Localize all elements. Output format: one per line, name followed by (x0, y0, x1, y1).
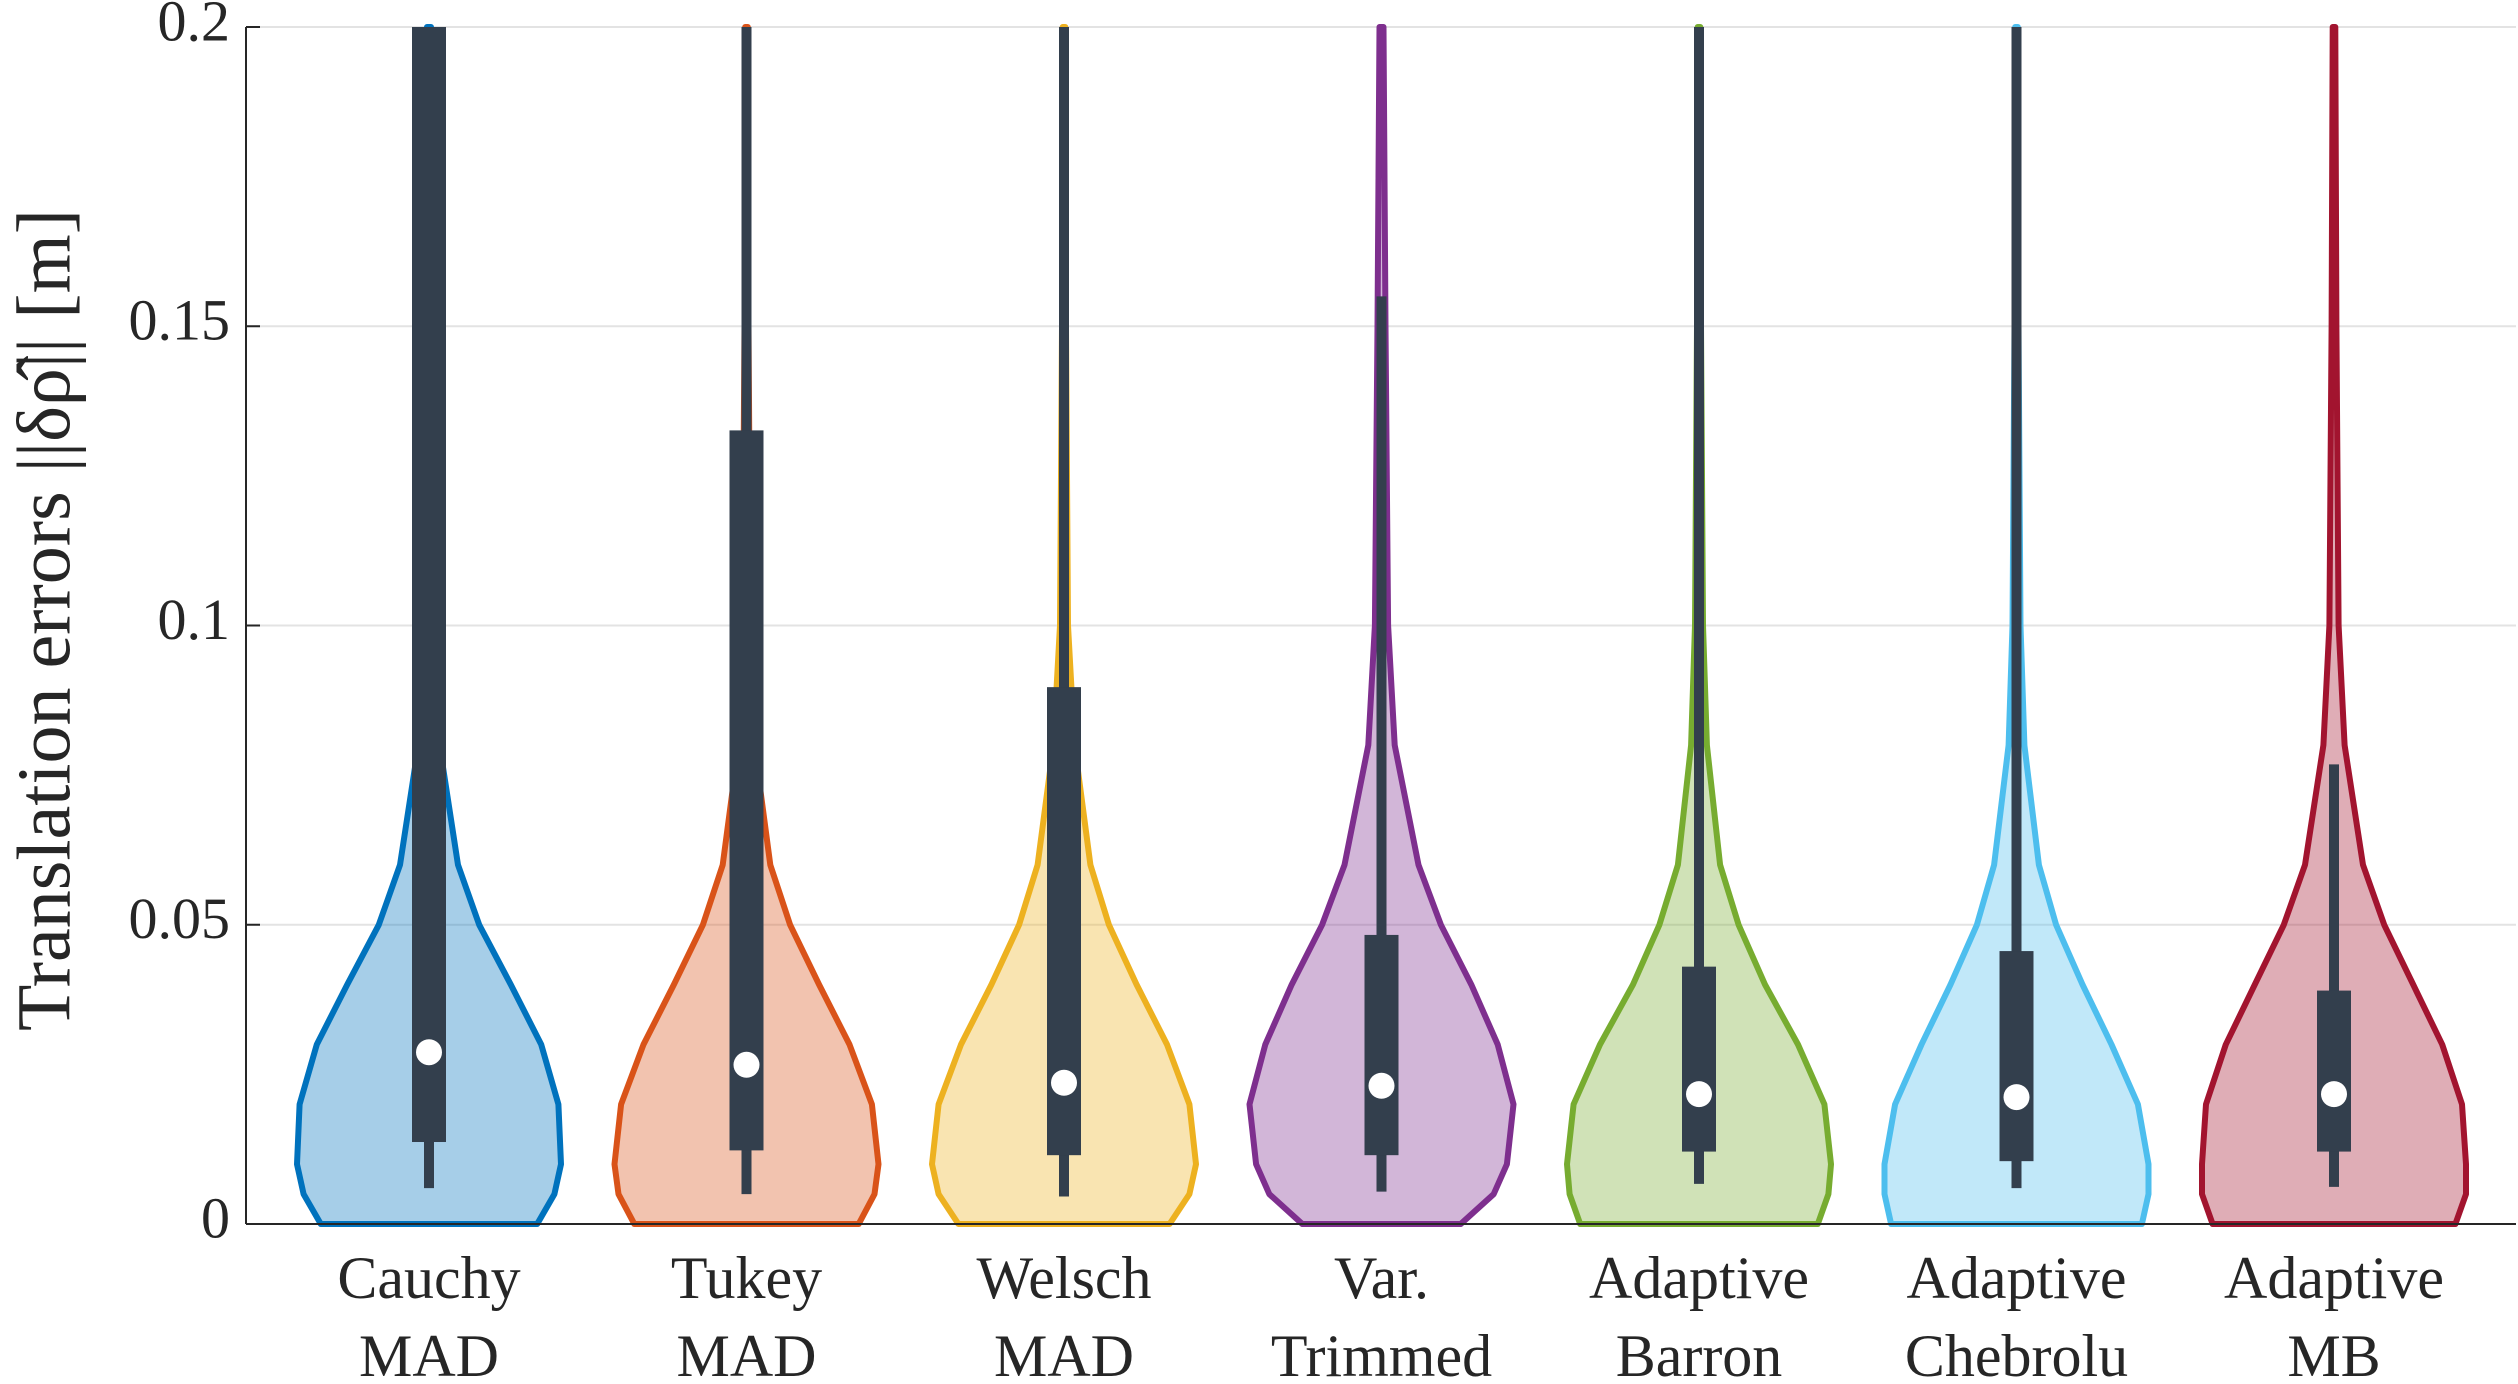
median (416, 1039, 442, 1066)
box (1682, 966, 1716, 1152)
box (1364, 934, 1399, 1156)
x-tick-label: Cauchy MAD (337, 1245, 520, 1384)
median (2321, 1081, 2347, 1108)
x-tick-label: Tukey MAD (671, 1245, 822, 1384)
x-tick-label: Welsch MAD (976, 1245, 1151, 1384)
box (412, 27, 446, 1143)
y-tick-label: 0.1 (158, 587, 231, 652)
y-tick-label: 0.2 (158, 0, 231, 53)
median (2003, 1084, 2030, 1111)
box (1999, 951, 2034, 1162)
x-tick-label: Adaptive Chebrolu (1905, 1245, 2128, 1384)
x-tick-label: Adaptive Barron (1589, 1245, 1809, 1384)
box (729, 430, 764, 1151)
median (733, 1051, 760, 1078)
y-tick-label: 0.15 (129, 288, 231, 353)
violin (2199, 24, 2469, 1227)
box (2317, 990, 2351, 1152)
median (1368, 1072, 1395, 1099)
y-tick-label: 0.05 (129, 886, 231, 951)
median (1686, 1081, 1712, 1108)
median (1051, 1069, 1077, 1096)
x-tick-label: Var. Trimmed (1271, 1245, 1492, 1384)
y-tick-label: 0 (201, 1185, 230, 1250)
y-axis-label: Translation errors ||δρ̂|| [m] (2, 209, 86, 1031)
x-tick-label: Adaptive MB (2224, 1245, 2444, 1384)
